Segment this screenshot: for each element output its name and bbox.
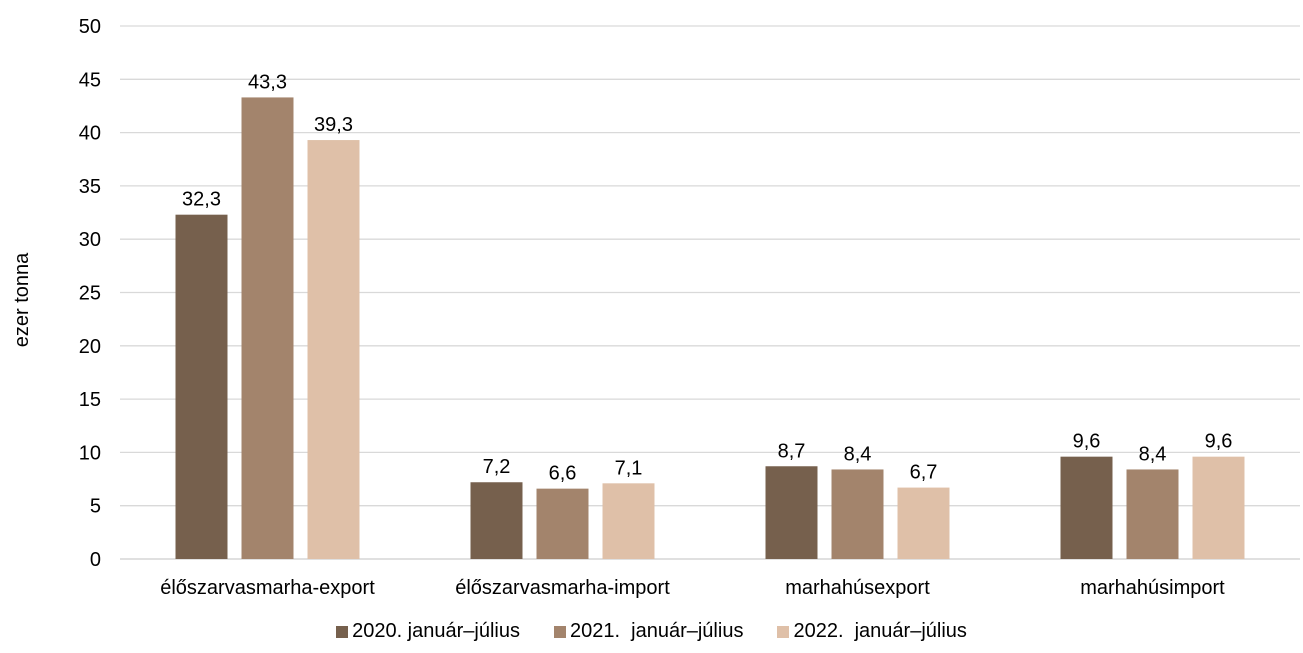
y-tick-label: 40 [79,123,101,145]
bar [307,140,360,559]
y-tick-label: 25 [79,283,101,305]
data-label: 43,3 [248,71,287,93]
data-label: 9,6 [1073,431,1101,453]
y-tick-label: 45 [79,69,101,91]
legend-label: 2021. január–július [569,620,744,642]
bars [175,97,1245,559]
category-label: élőszarvasmarha-export [160,577,375,599]
bar [897,487,950,559]
bar [765,466,818,559]
y-tick-label: 15 [79,389,101,411]
y-tick-label: 20 [79,336,101,358]
bar [1126,469,1179,559]
data-labels: 32,3 43,3 39,3 7,2 6,6 7,1 8,7 8,4 6,7 9,6 8,4 9,6 [182,71,1232,484]
y-tick-label: 50 [79,16,101,38]
legend: 2020. január–július 2021. január–július 20… [0,620,1303,643]
category-labels: élőszarvasmarha-export élőszarvasmarha-im… [160,577,1225,599]
legend-swatch [553,625,566,638]
data-label: 7,1 [615,457,643,479]
y-tick-label: 0 [90,549,101,571]
y-tick-label: 35 [79,176,101,198]
y-tick-label: 5 [90,496,101,518]
legend-item: 2022. január–július [777,620,967,643]
data-label: 6,7 [910,462,938,484]
data-label: 39,3 [314,114,353,136]
data-label: 9,6 [1205,431,1233,453]
category-label: marhahúsexport [785,577,930,599]
legend-label: 2022. január–július [793,620,967,642]
category-label: marhahúsimport [1080,577,1225,599]
data-label: 8,7 [778,440,806,462]
data-label: 8,4 [844,443,872,465]
bar [175,214,228,559]
y-axis-ticks: 0 5 10 15 20 25 30 35 40 45 50 [79,16,101,571]
legend-label: 2020. január–július [352,620,520,642]
legend-item: 2021. január–július [553,620,744,643]
bar [1192,456,1245,559]
category-label: élőszarvasmarha-import [455,577,670,599]
bar [470,482,523,559]
data-label: 7,2 [483,456,511,478]
data-label: 32,3 [182,189,221,211]
bar [602,483,655,559]
bar [831,469,884,559]
bar [241,97,294,559]
gridlines [120,25,1300,560]
legend-item: 2020. január–július [336,620,520,643]
y-axis-label: ezer tonna [11,252,33,347]
y-tick-label: 10 [79,442,101,464]
bar [1060,456,1113,559]
data-label: 8,4 [1139,443,1167,465]
legend-swatch [336,625,349,638]
bar [536,488,589,559]
data-label: 6,6 [549,463,577,485]
legend-swatch [777,625,790,638]
y-tick-label: 30 [79,229,101,251]
